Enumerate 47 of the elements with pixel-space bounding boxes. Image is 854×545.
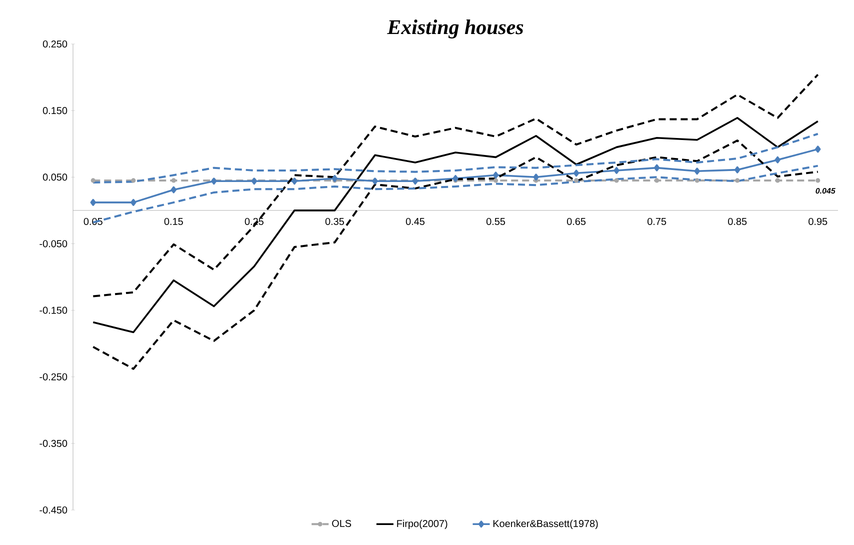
chart-title: Existing houses [387, 20, 524, 39]
point [131, 178, 136, 183]
point [452, 174, 458, 182]
point [815, 146, 821, 153]
x-tick-label: 0.95 [808, 218, 828, 225]
point [654, 164, 660, 172]
y-tick-label: 0.150 [42, 107, 68, 114]
point [816, 178, 820, 183]
y-tick-label: -0.150 [40, 306, 68, 314]
point [734, 166, 740, 174]
y-tick-label: -0.450 [40, 506, 68, 514]
y-tick-label: -0.050 [40, 240, 68, 248]
x-tick-label: 0.45 [406, 218, 425, 225]
point [90, 178, 96, 183]
legend-label: Firpo(2007) [397, 520, 448, 530]
y-tick-label: 0.250 [42, 40, 68, 48]
point [492, 172, 499, 179]
point [614, 178, 619, 183]
x-tick-label: 0.55 [486, 218, 506, 225]
point [774, 156, 780, 164]
x-tick-label: 0.35 [325, 218, 344, 225]
point [130, 198, 136, 206]
point [170, 186, 177, 194]
point [694, 168, 700, 175]
x-tick-label: 0.25 [244, 218, 264, 225]
point [775, 178, 780, 183]
x-tick-label: 0.75 [648, 218, 666, 225]
line-series [92, 132, 819, 184]
x-tick-label: 0.65 [566, 218, 586, 225]
point [171, 178, 176, 183]
point [614, 166, 620, 174]
point [694, 178, 700, 183]
y-tick-label: -0.250 [40, 373, 68, 380]
point [493, 178, 498, 183]
legend-label: OLS [332, 520, 352, 527]
x-tick-label: 0.15 [164, 218, 183, 225]
y-tick-label: 0.050 [42, 174, 68, 181]
x-tick-label: 0.85 [728, 218, 747, 225]
point [735, 178, 740, 183]
y-tick-label: -0.350 [40, 440, 68, 447]
point [90, 198, 96, 206]
point [654, 178, 660, 183]
point [332, 174, 338, 182]
point [574, 178, 579, 183]
legend-label: Koenker&Bassett(1978) [493, 520, 598, 530]
point [533, 174, 539, 181]
point [573, 170, 580, 177]
